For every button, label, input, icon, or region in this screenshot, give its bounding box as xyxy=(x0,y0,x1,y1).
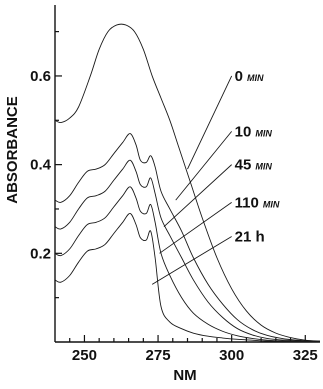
series-label: 110 MIN xyxy=(235,194,280,211)
series-unit: MIN xyxy=(247,73,264,83)
series-leader-line xyxy=(151,236,232,285)
spectrum-line-1 xyxy=(54,133,321,342)
x-tick-label: 275 xyxy=(146,347,171,364)
series-label: 10 MIN xyxy=(235,123,273,140)
y-tick-label: 0.6 xyxy=(30,68,51,85)
series-unit: MIN xyxy=(255,128,272,138)
spectrum-line-4 xyxy=(54,212,321,343)
series-leader-line xyxy=(187,75,233,170)
series-unit: MIN xyxy=(263,199,280,209)
x-tick-label: 325 xyxy=(293,347,318,364)
series-labels: 0 MIN 10 MIN 45 MIN 110 MIN 21 h xyxy=(151,68,280,285)
x-tick-label: 250 xyxy=(72,347,97,364)
y-axis-title: ABSORBANCE xyxy=(4,96,21,204)
spectrum-line-3 xyxy=(54,186,321,343)
spectra-curves xyxy=(54,23,321,343)
series-leader-line xyxy=(159,201,232,254)
plot-area: 250 275 300 325 0.2 0.4 0.6 xyxy=(30,5,320,364)
y-tick-label: 0.2 xyxy=(30,245,51,262)
y-tick-label: 0.4 xyxy=(30,157,52,174)
series-leader-line xyxy=(175,131,233,201)
series-label: 21 h xyxy=(235,228,265,245)
spectrum-line-0 xyxy=(54,23,321,342)
series-label: 45 MIN xyxy=(235,157,273,174)
series-leader-line xyxy=(163,164,232,228)
series-label: 0 MIN xyxy=(235,68,264,85)
series-unit: MIN xyxy=(255,162,272,172)
x-tick-label: 300 xyxy=(219,347,244,364)
spectrum-line-2 xyxy=(54,159,321,343)
x-axis-title: NM xyxy=(173,367,196,384)
